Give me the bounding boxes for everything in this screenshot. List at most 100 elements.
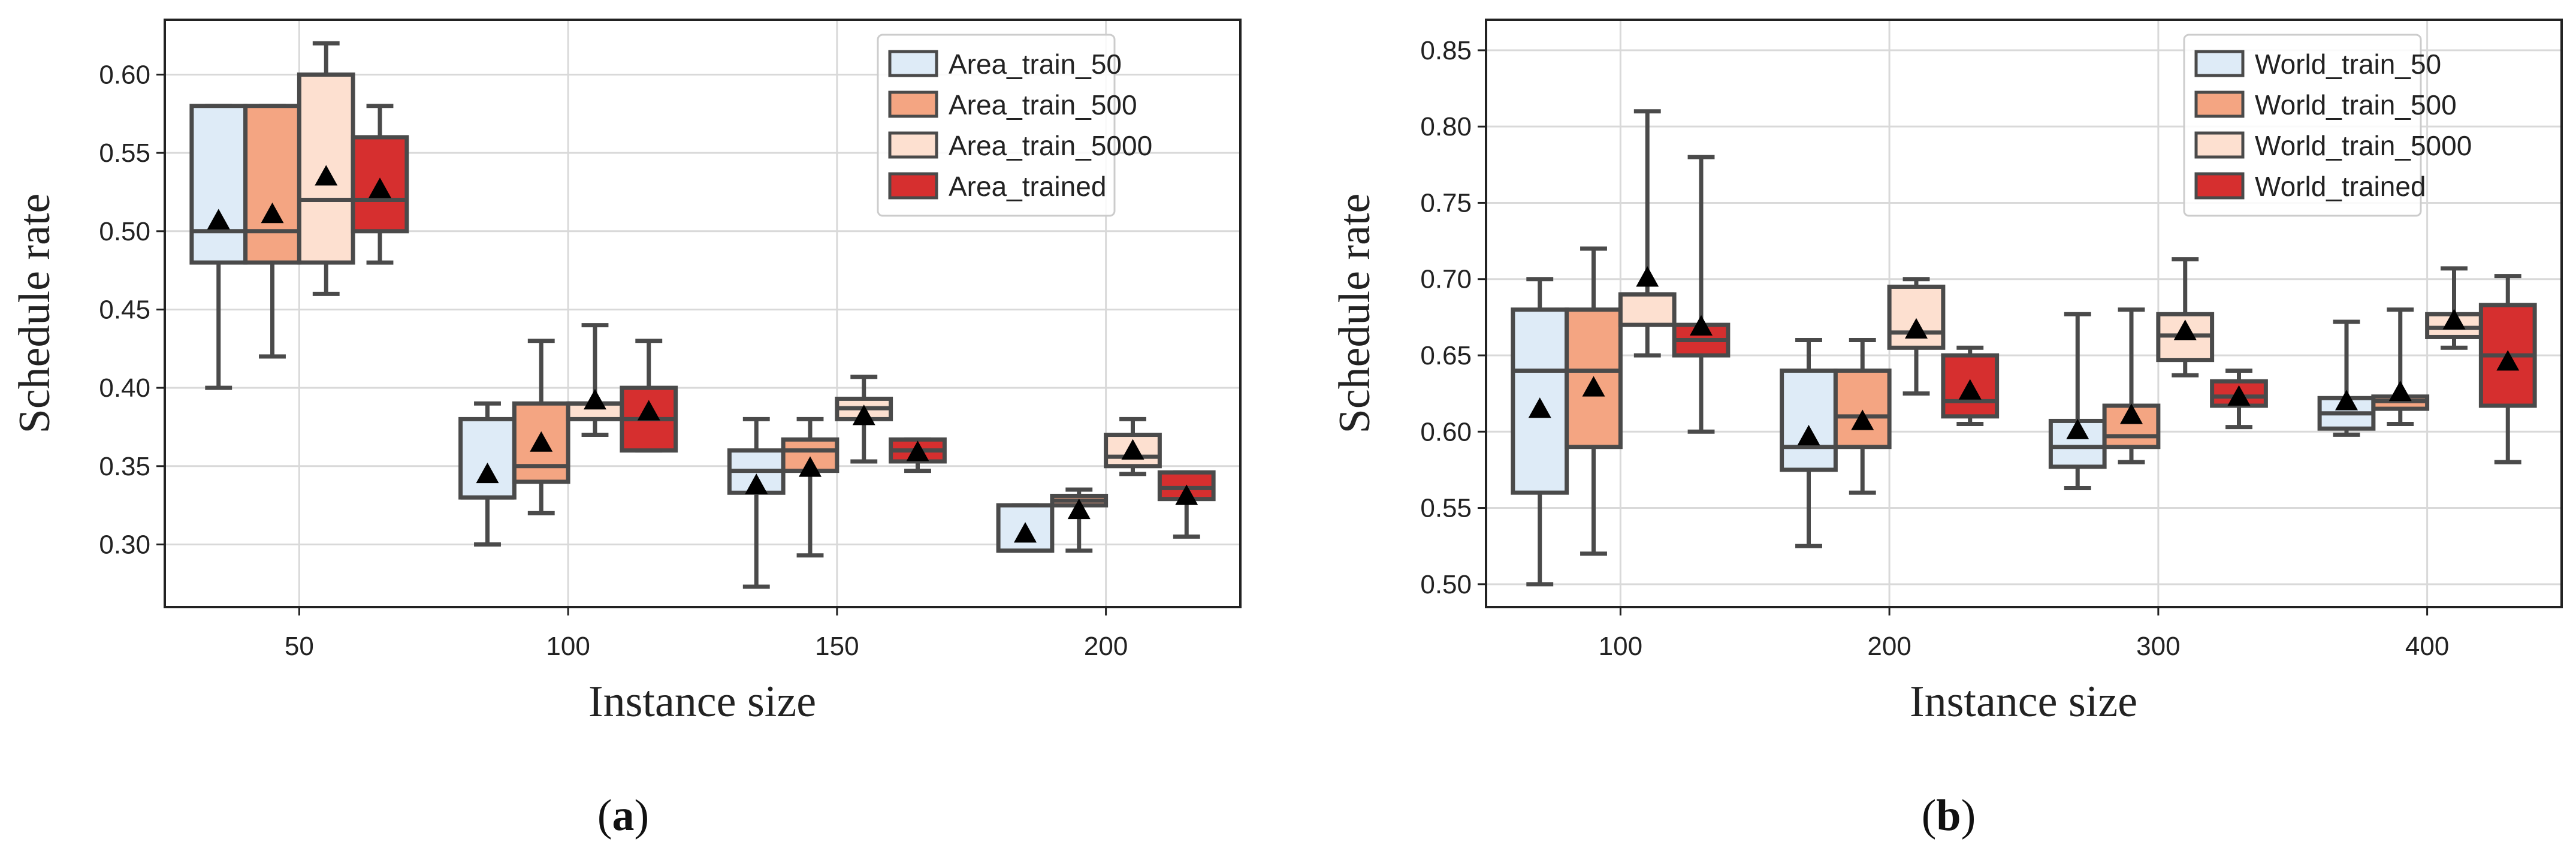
legend-swatch xyxy=(888,50,938,77)
x-axis-title-a: Instance size xyxy=(588,677,816,726)
legend-swatch xyxy=(2194,50,2245,77)
y-tick-label: 0.55 xyxy=(1420,494,1472,523)
caption-b: (b) xyxy=(1922,791,1976,840)
legend-label: World_train_500 xyxy=(2255,89,2457,120)
box-iqr xyxy=(351,135,409,234)
box-iqr xyxy=(243,104,301,265)
y-tick-label: 0.55 xyxy=(99,138,150,168)
y-tick-label: 0.50 xyxy=(99,217,150,246)
box-World_train_5000-200 xyxy=(1887,277,1946,396)
box-World_train_5000-300 xyxy=(2156,257,2215,378)
caption-a-letter: a xyxy=(612,791,635,840)
legend-label: World_train_50 xyxy=(2255,49,2441,80)
legend-frame xyxy=(2183,34,2422,217)
mean-marker xyxy=(637,400,660,421)
box-World_train_5000-400 xyxy=(2425,266,2483,350)
boxes-a xyxy=(189,41,1216,589)
box-Area_trained-150 xyxy=(889,437,947,473)
mean-marker xyxy=(1905,318,1928,339)
mean-marker xyxy=(2227,385,2251,406)
mean-marker xyxy=(906,440,929,461)
mean-marker xyxy=(207,209,230,230)
mean-marker xyxy=(584,389,606,410)
x-tick-label: 150 xyxy=(815,632,859,661)
mean-marker xyxy=(476,462,499,484)
box-iqr xyxy=(1833,368,1892,449)
x-ticks-b: 100 200 300 400 xyxy=(1599,607,2449,661)
legend-swatch xyxy=(888,131,938,159)
mean-marker xyxy=(1121,439,1144,460)
mean-marker xyxy=(1528,397,1551,418)
caption-a-close: ) xyxy=(635,791,650,840)
mean-marker xyxy=(1636,266,1659,287)
x-tick-label: 100 xyxy=(546,632,590,661)
mean-marker xyxy=(2066,418,2089,439)
mean-marker xyxy=(1582,376,1605,397)
x-tick-label: 200 xyxy=(1084,632,1128,661)
box-Area_train_5000-200 xyxy=(1104,417,1162,476)
legend-a: Area_train_50 Area_train_500 Area_train_50… xyxy=(877,34,1152,217)
legend-label: Area_train_5000 xyxy=(949,130,1152,161)
panel-b: 0.50 0.55 0.60 0.65 0.70 0.75 0.80 0.85 100 200 3… xyxy=(1330,19,2563,840)
mean-marker xyxy=(1851,409,1874,430)
box-iqr xyxy=(1887,284,1946,350)
plot-frame-b xyxy=(1485,19,2563,608)
mean-marker xyxy=(2496,350,2520,371)
box-World_train_500-400 xyxy=(2371,307,2430,427)
box-World_train_500-200 xyxy=(1833,338,1892,495)
legend-label: Area_train_50 xyxy=(949,49,1122,80)
box-Area_train_500-200 xyxy=(1050,487,1109,553)
box-iqr xyxy=(458,417,517,500)
box-iqr xyxy=(297,72,355,265)
box-Area_train_5000-100 xyxy=(566,323,624,437)
box-Area_train_50-50 xyxy=(189,104,248,390)
legend-label: World_trained xyxy=(2255,171,2426,202)
box-Area_train_50-100 xyxy=(458,401,517,547)
y-tick-label: 0.65 xyxy=(1420,341,1472,370)
x-tick-label: 100 xyxy=(1599,632,1642,661)
mean-marker xyxy=(2335,390,2358,411)
box-World_train_500-100 xyxy=(1565,246,1623,556)
box-Area_train_500-100 xyxy=(512,339,570,515)
x-tick-label: 400 xyxy=(2405,632,2449,661)
box-iqr xyxy=(1780,368,1838,472)
mean-marker xyxy=(315,165,338,186)
mean-marker xyxy=(2120,403,2143,424)
box-World_trained-100 xyxy=(1672,155,1731,434)
caption-a: (a) xyxy=(597,791,649,840)
plot-frame-a xyxy=(164,19,1242,608)
legend-swatch xyxy=(2194,131,2245,159)
box-World_trained-200 xyxy=(1941,345,2000,427)
box-Area_train_5000-50 xyxy=(297,41,355,296)
y-axis-title-b: Schedule rate xyxy=(1330,194,1379,434)
y-tick-label: 0.80 xyxy=(1420,112,1472,141)
legend-label: Area_trained xyxy=(949,171,1106,202)
box-Area_train_500-150 xyxy=(781,417,839,558)
mean-marker xyxy=(1690,315,1713,336)
box-World_train_50-200 xyxy=(1780,338,1838,548)
legend-b: World_train_50 World_train_500 World_train… xyxy=(2183,34,2472,217)
box-World_trained-300 xyxy=(2210,368,2268,430)
mean-marker xyxy=(1797,424,1820,446)
box-Area_train_50-150 xyxy=(727,417,786,589)
box-World_train_5000-100 xyxy=(1618,109,1677,358)
mean-marker xyxy=(369,177,391,198)
x-tick-label: 50 xyxy=(285,632,314,661)
legend-swatch xyxy=(888,90,938,118)
y-tick-label: 0.85 xyxy=(1420,36,1472,65)
mean-marker xyxy=(745,473,768,494)
legend-label: Area_train_500 xyxy=(949,89,1137,120)
caption-b-letter: b xyxy=(1936,791,1961,840)
caption-b-open: ( xyxy=(1922,791,1937,840)
y-tick-label: 0.75 xyxy=(1420,188,1472,218)
y-ticks-b: 0.50 0.55 0.60 0.65 0.70 0.75 0.80 0.85 xyxy=(1420,36,1486,599)
box-World_train_50-300 xyxy=(2048,312,2107,490)
mean-marker xyxy=(1014,522,1037,543)
legend-label: World_train_5000 xyxy=(2255,130,2472,161)
legend-swatch xyxy=(888,172,938,200)
y-axis-title-a: Schedule rate xyxy=(10,194,59,434)
panel-a: 0.30 0.35 0.40 0.45 0.50 0.55 0.60 50 100 150 200… xyxy=(10,19,1242,840)
mean-marker xyxy=(2442,309,2466,330)
mean-marker xyxy=(1067,498,1091,520)
